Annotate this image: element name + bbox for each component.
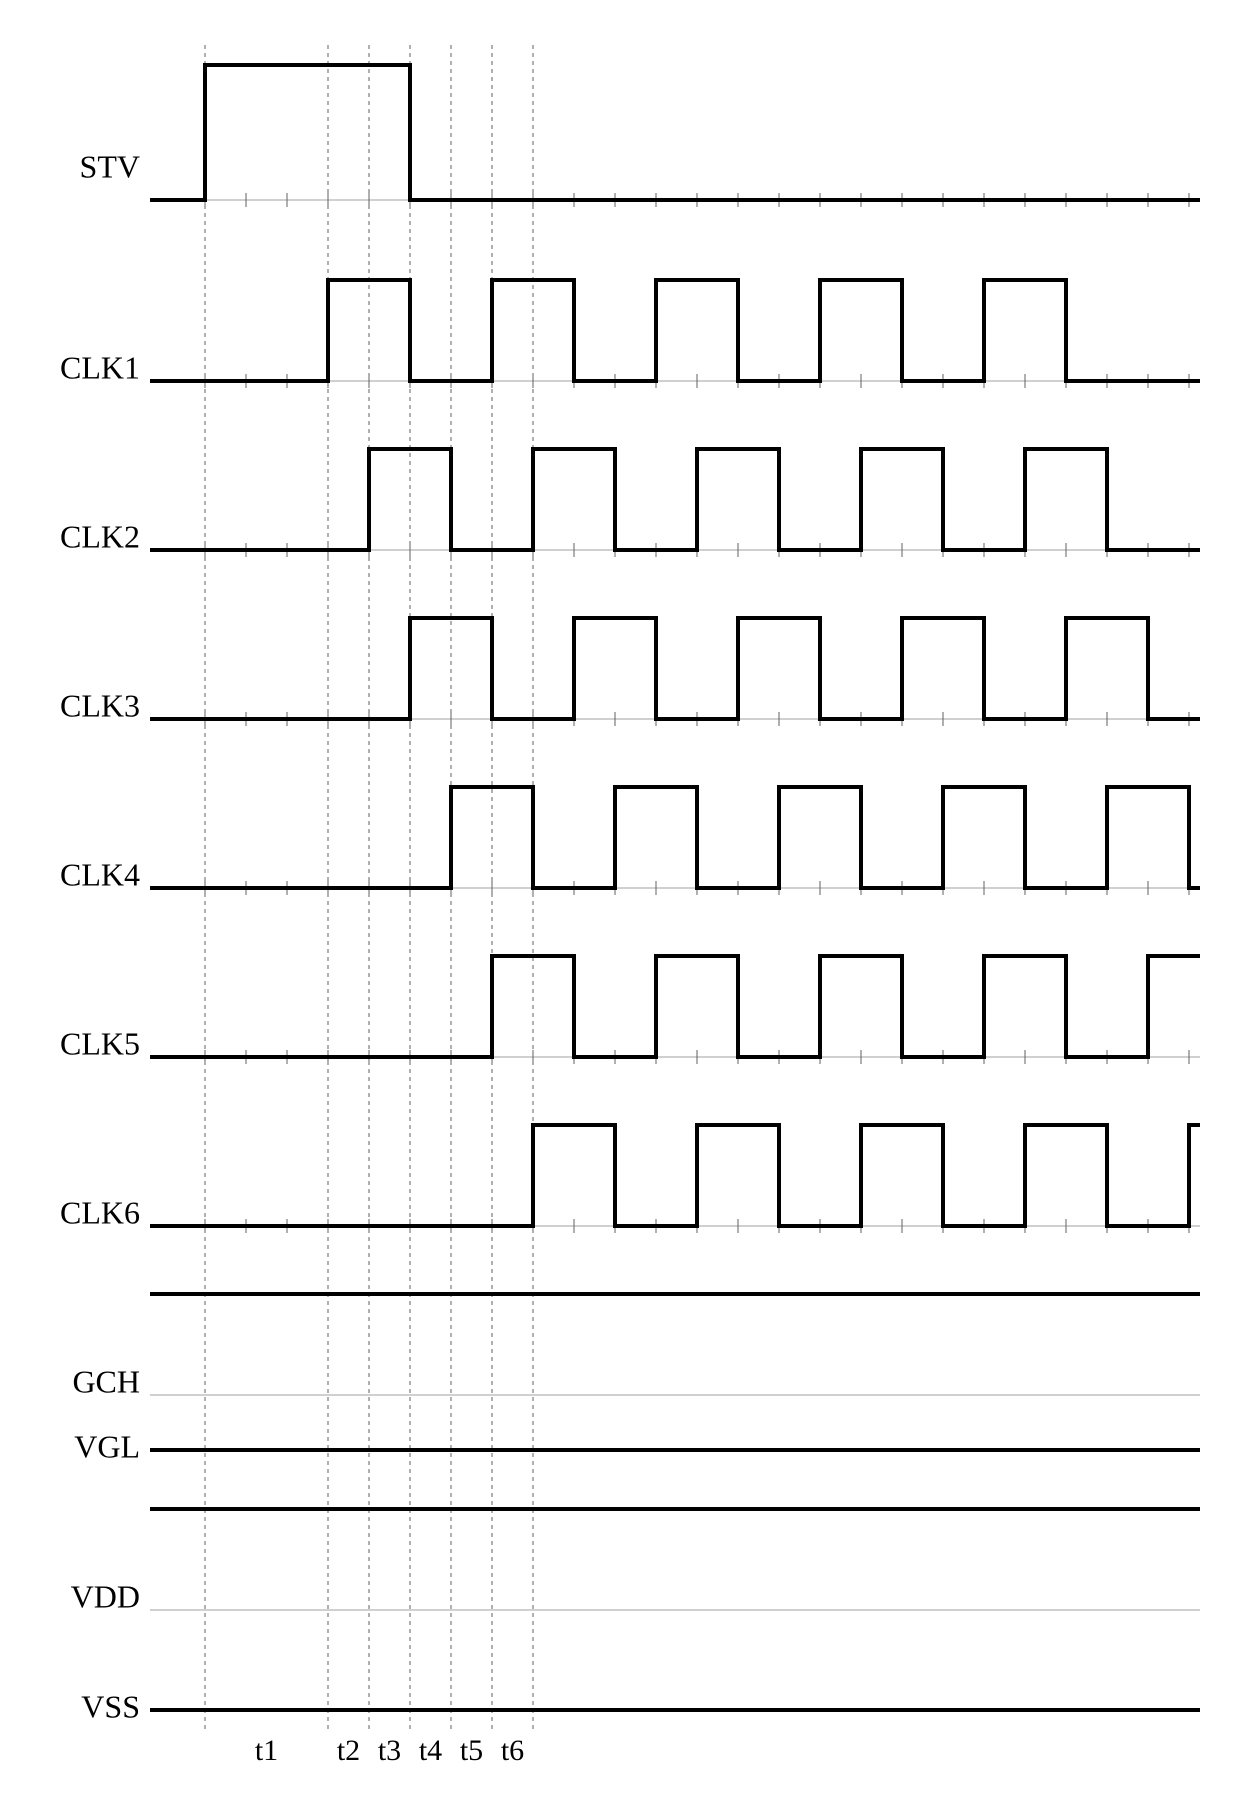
time-label-t4: t4 (419, 1734, 442, 1767)
signal-label-clk2: CLK2 (60, 518, 140, 554)
time-label-t6: t6 (501, 1734, 524, 1767)
signal-label-gch: GCH (72, 1363, 140, 1399)
signal-label-clk5: CLK5 (60, 1025, 140, 1061)
signal-label-clk4: CLK4 (60, 856, 140, 892)
signal-label-vss: VSS (81, 1688, 140, 1724)
signal-label-vdd: VDD (71, 1578, 140, 1614)
signal-label-vgl: VGL (74, 1428, 140, 1464)
time-label-t1: t1 (255, 1734, 278, 1767)
time-label-t5: t5 (460, 1734, 483, 1767)
timing-diagram: STV CLK1 CLK2 CLK3 CLK4 CLK5 CLK6 GCH VGL VDD VSS t… (0, 0, 1240, 1812)
signal-label-clk6: CLK6 (60, 1194, 140, 1230)
signal-label-stv: STV (80, 148, 140, 184)
time-label-t2: t2 (337, 1734, 360, 1767)
signal-label-clk3: CLK3 (60, 687, 140, 723)
time-label-t3: t3 (378, 1734, 401, 1767)
signal-label-clk1: CLK1 (60, 349, 140, 385)
